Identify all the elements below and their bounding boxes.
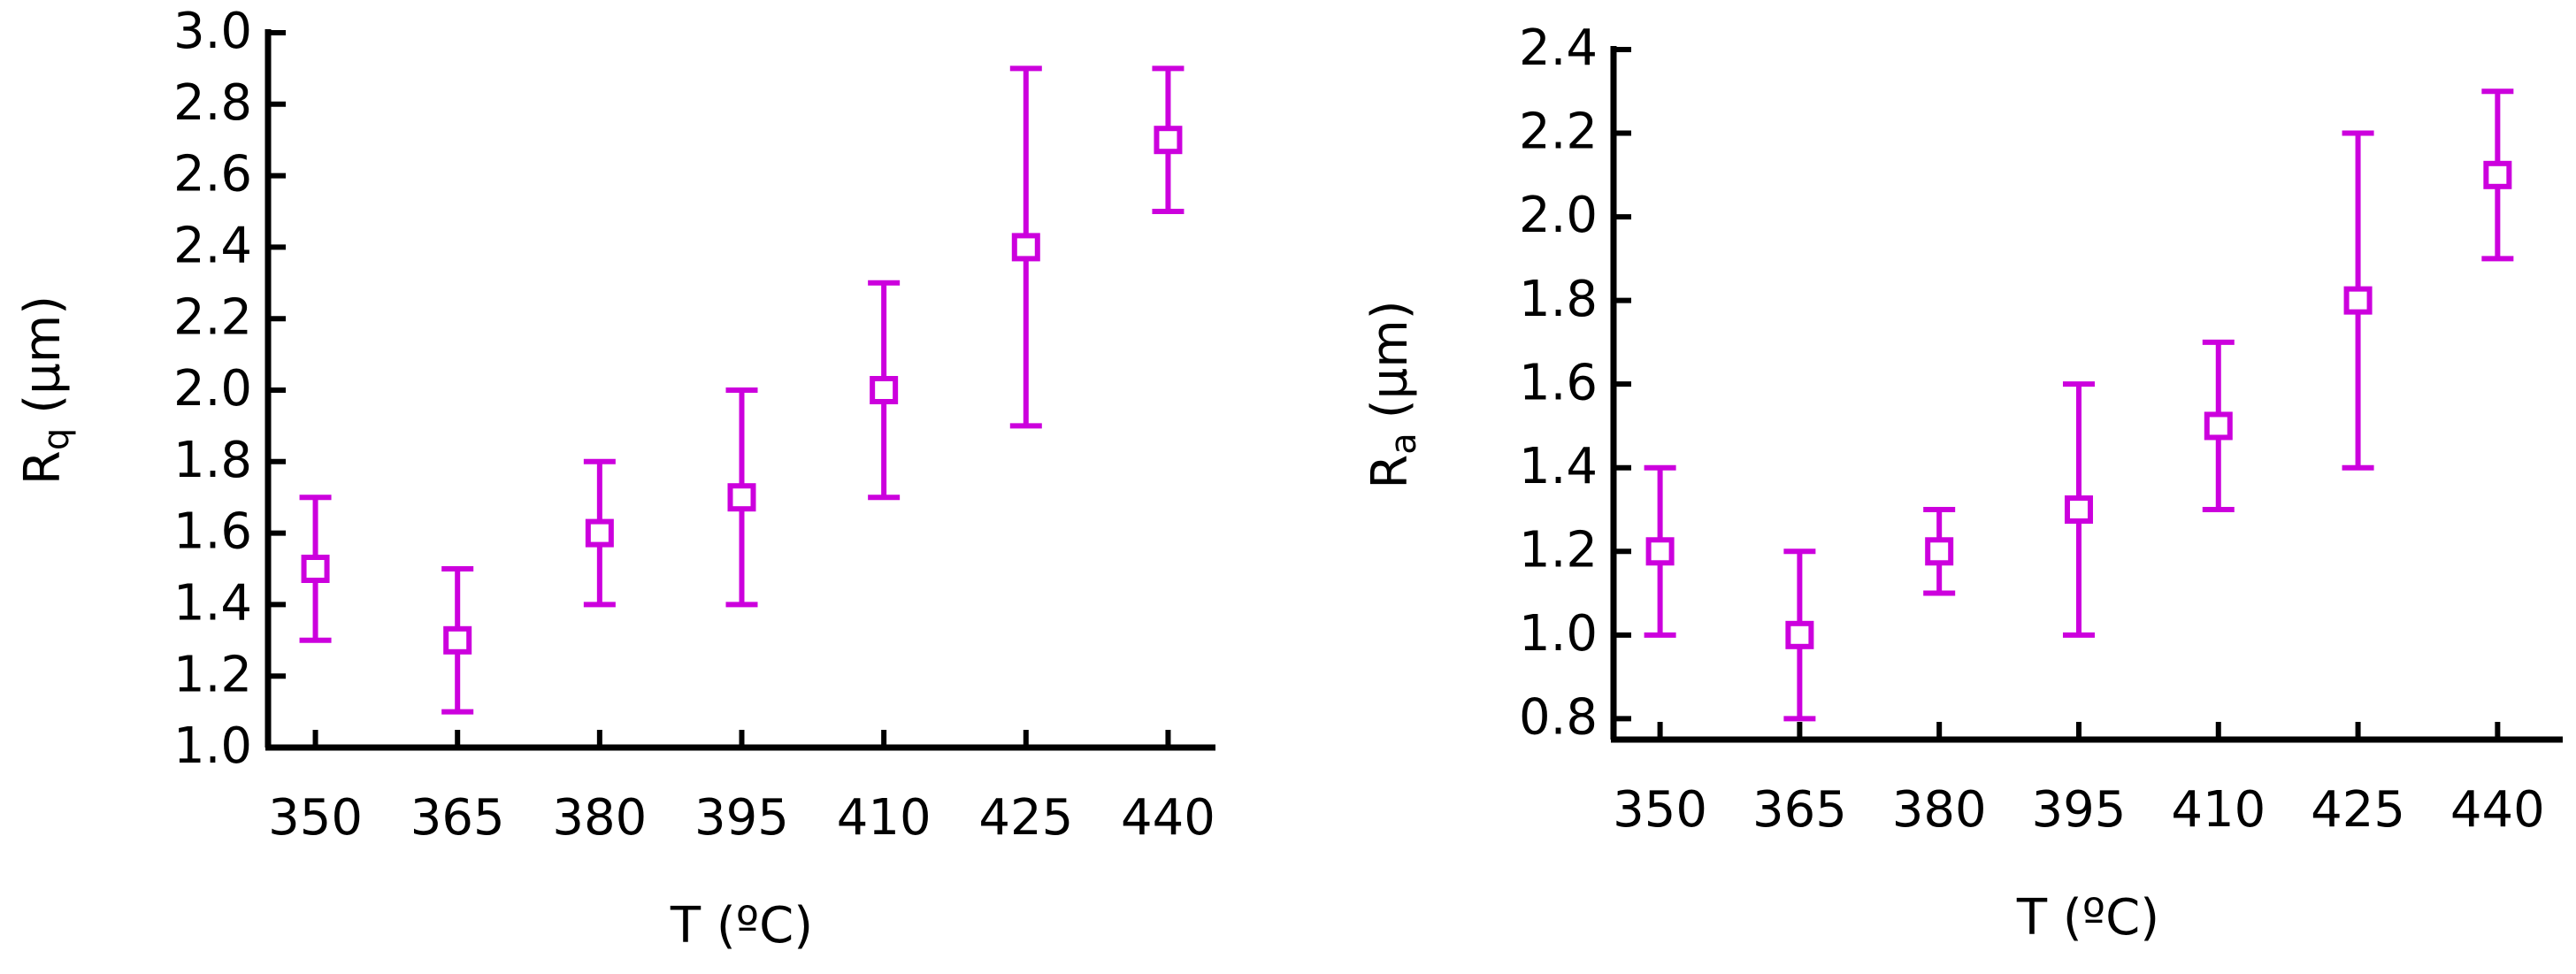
y-tick-label: 1.2 [173,646,252,703]
y-tick-label: 1.0 [1519,605,1598,663]
y-tick-label: 0.8 [1519,689,1598,747]
marker [2204,411,2233,441]
y-axis-title: Ra (µm) [1361,300,1424,488]
marker [1645,537,1675,566]
marker [1011,233,1040,262]
x-tick-label: 440 [2450,781,2545,839]
y-tick-label: 1.6 [173,503,252,561]
marker [870,376,899,404]
y-tick-label: 1.8 [173,432,252,489]
y-tick-label: 1.0 [173,717,252,775]
y-tick-label: 2.2 [1519,104,1598,161]
y-title-subscript: q [36,428,77,450]
y-tick-label: 1.6 [1519,354,1598,411]
x-tick-label: 395 [694,789,789,847]
y-tick-label: 1.4 [1519,438,1598,495]
y-tick-label: 1.2 [1519,521,1598,579]
marker [301,555,330,583]
y-tick-label: 1.8 [1519,271,1598,328]
x-tick-label: 395 [2032,781,2127,839]
marker [727,483,756,512]
marker [443,625,472,655]
marker [2483,160,2512,189]
chart: 0.8 1.0 1.2 1.4 1.6 1.8 2.0 2.2 2.4 350 365 380 395 4… [1361,19,2563,947]
y-tick-label: 2.6 [173,146,252,203]
y-title-symbol: R [14,450,72,485]
y-tick-label: 2.4 [1519,19,1598,77]
y-axis-title: Rq (µm) [14,295,77,485]
marker [2343,286,2373,315]
y-tick-label: 2.4 [173,218,252,275]
x-tick-label: 410 [2171,781,2266,839]
y-title-symbol: R [1361,455,1419,489]
x-tick-label: 425 [978,789,1073,847]
y-tick-label: 2.8 [173,74,252,132]
x-tick-label: 410 [837,789,932,847]
x-tick-label: 380 [1892,781,1987,839]
x-axis-title: T (ºC) [2016,889,2159,947]
x-tick-label: 365 [1752,781,1847,839]
y-tick-label: 2.0 [1519,187,1598,244]
y-tick-label: 2.2 [173,288,252,346]
x-tick-label: 350 [268,789,363,847]
x-tick-label: 380 [552,789,647,847]
y-tick-label: 3.0 [173,3,252,60]
chart: 1.0 1.2 1.4 1.6 1.8 2.0 2.2 2.4 2.6 2.8 3.0 350 365 3… [14,3,1215,955]
x-tick-label: 350 [1613,781,1707,839]
y-title-unit: (µm) [14,295,72,414]
x-axis-title: T (ºC) [670,897,813,955]
y-tick-label: 2.0 [173,360,252,418]
x-tick-label: 425 [2311,781,2405,839]
marker [1925,537,1954,566]
x-tick-label: 440 [1121,789,1215,847]
marker [1154,126,1183,155]
y-title-subscript: a [1384,433,1424,455]
marker [2064,495,2093,524]
marker [1785,620,1814,649]
x-tick-label: 365 [410,789,505,847]
y-tick-label: 1.4 [173,575,252,633]
marker [585,518,614,548]
y-title-unit: (µm) [1361,300,1419,418]
